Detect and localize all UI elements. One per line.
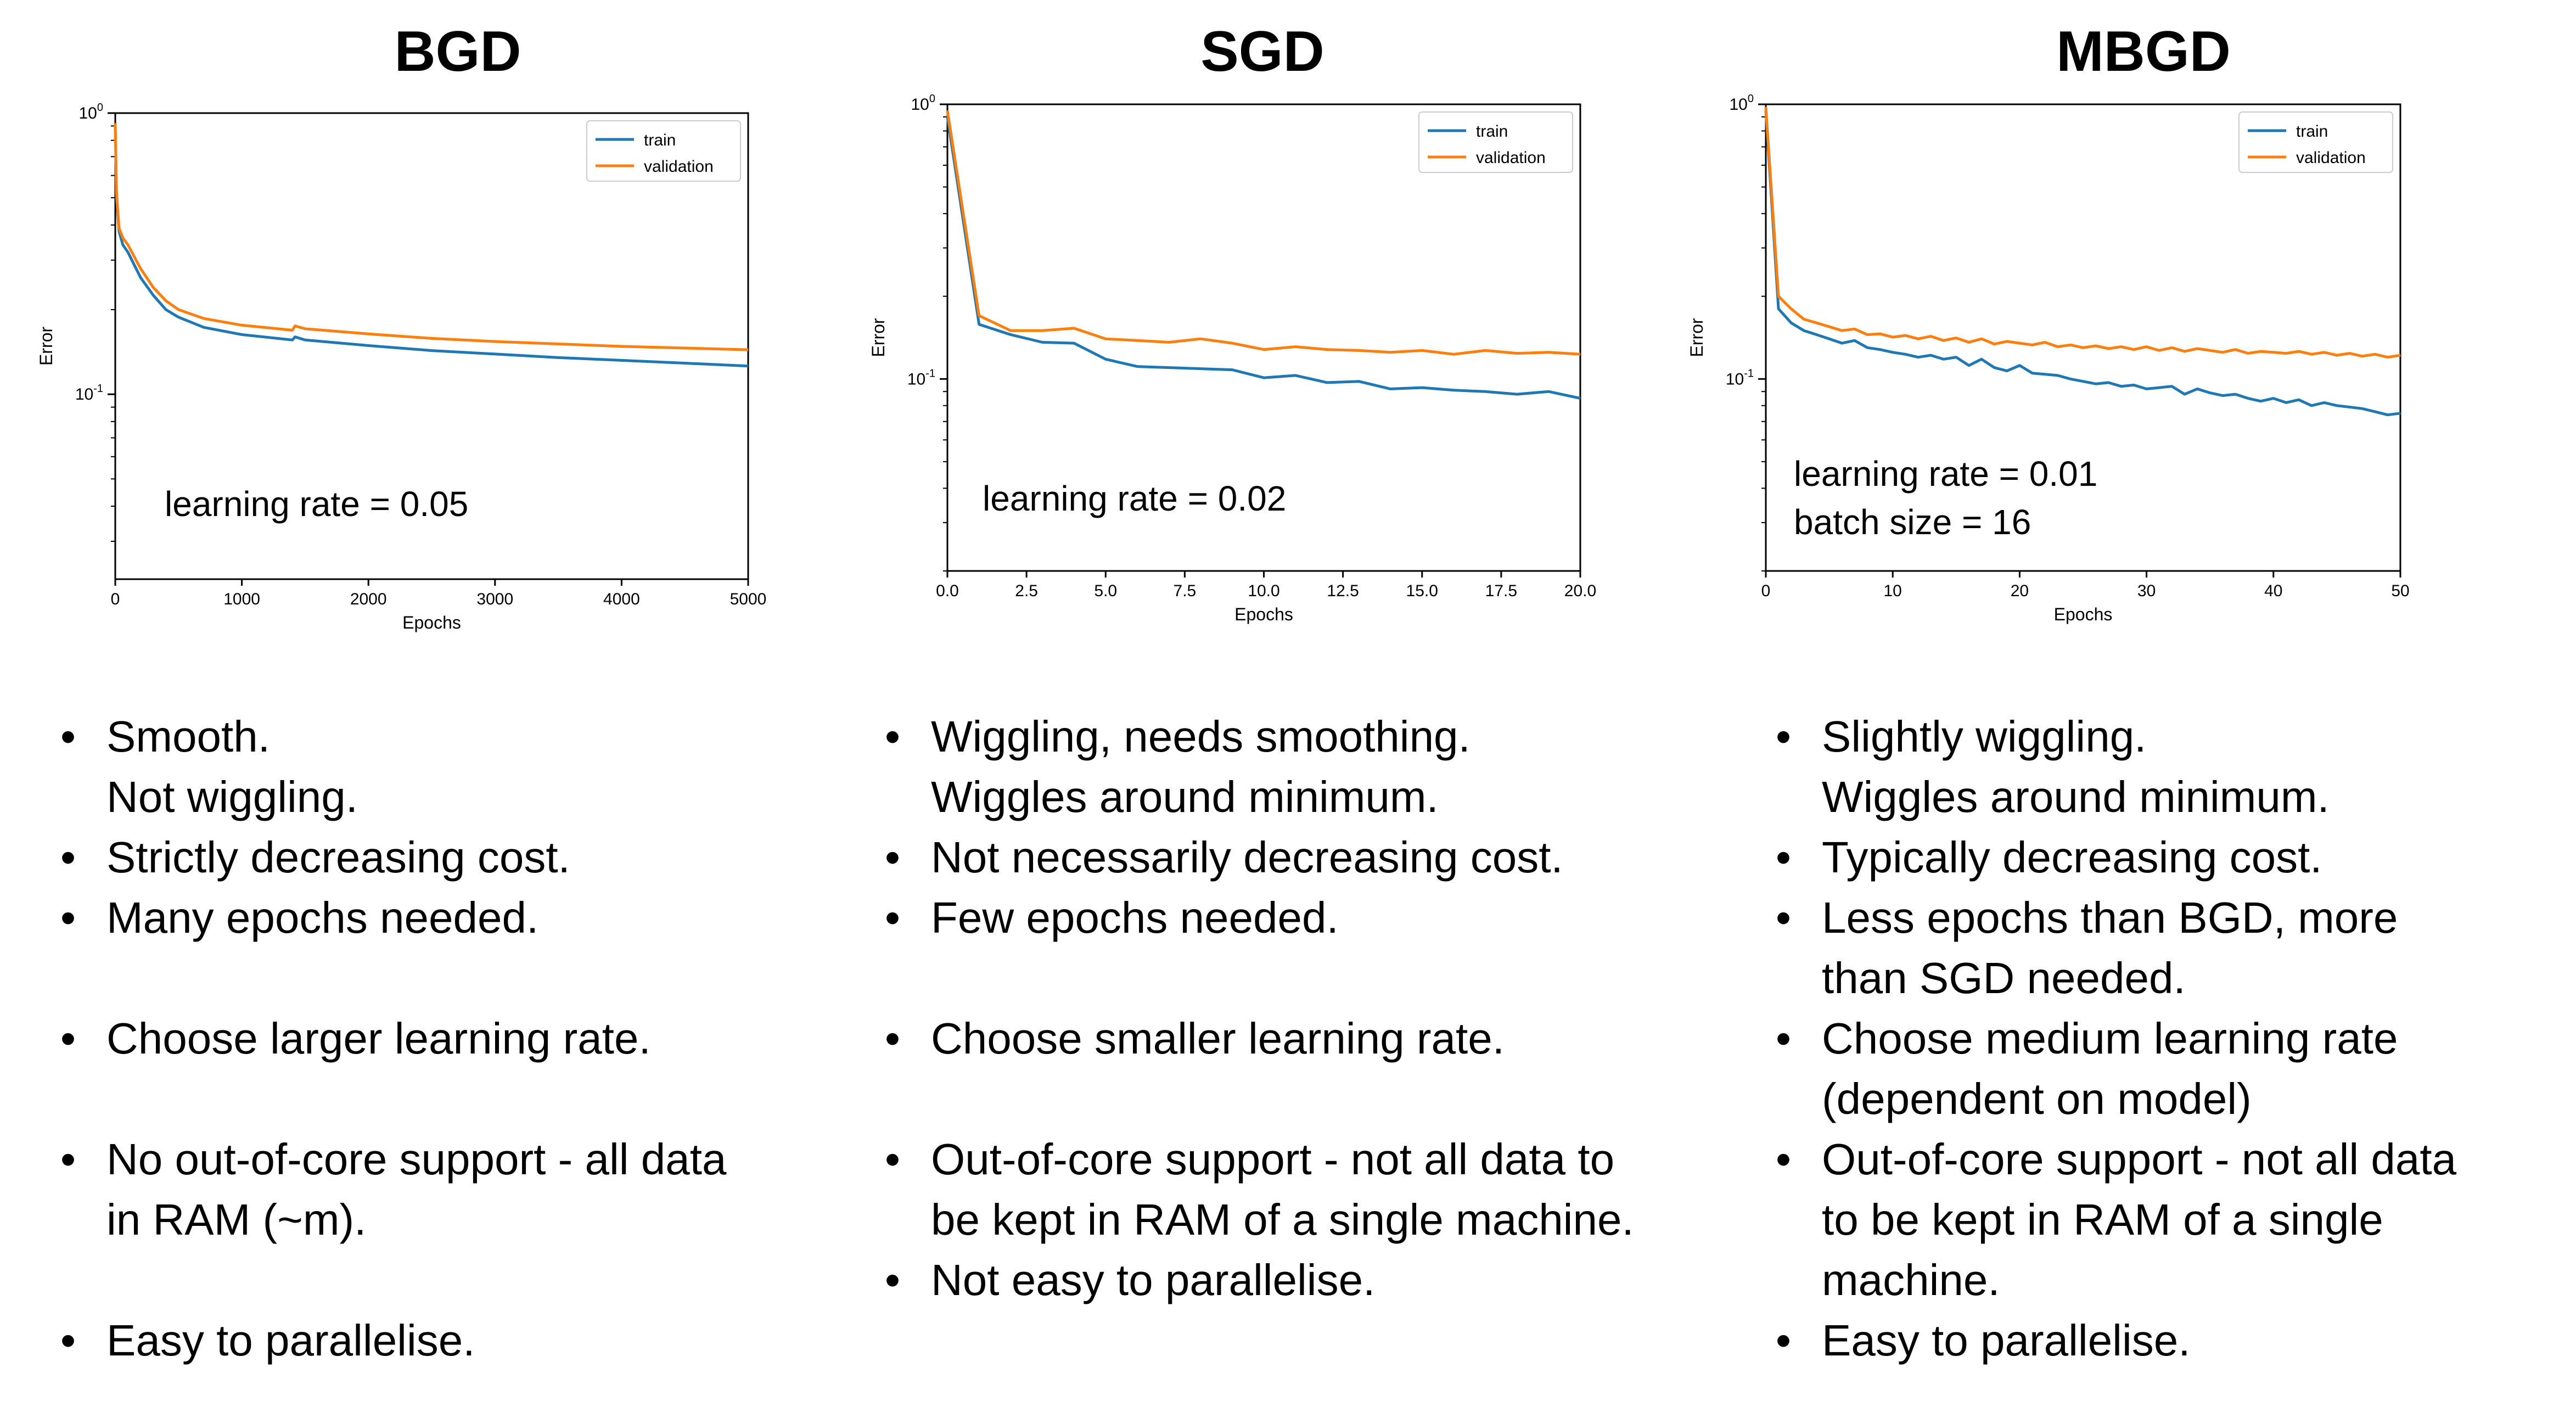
sgd-legend-label-validation: validation (1476, 149, 1546, 167)
mbgd-x-tick-label: 0 (1761, 582, 1771, 600)
mbgd-bullet-text: Slightly wiggling. Wiggles around minimu… (1822, 712, 2330, 821)
bgd-legend-label-validation: validation (644, 158, 714, 176)
mbgd-series-validation (1764, 107, 2401, 359)
bgd-bullet-item: Strictly decreasing cost. (60, 827, 856, 888)
sgd-y-tick-label: 100 (911, 93, 936, 114)
bgd-bullet-text: No out-of-core support - all data in RAM… (106, 1135, 727, 1244)
bgd-series-validation (114, 123, 749, 351)
bgd-legend-label-train: train (644, 131, 676, 149)
mbgd-error-chart: 0 10 20 30 40 50 100 10-1 Epochs Error train valida… (1687, 93, 2410, 624)
bgd-bullet-text: Many epochs needed. (106, 893, 539, 942)
bgd-x-tick-label: 1000 (223, 590, 260, 608)
bgd-bullet-item: Choose larger learning rate. (60, 1008, 856, 1069)
sgd-bullet-list: Wiggling, needs smoothing. Wiggles aroun… (885, 707, 1719, 1310)
bgd-bullet-list: Smooth. Not wiggling. Strictly decreasing… (60, 707, 856, 1371)
bgd-x-tick-label: 2000 (350, 590, 387, 608)
sgd-x-tick-label: 2.5 (1015, 582, 1038, 600)
mbgd-legend-label-train: train (2296, 122, 2328, 141)
mbgd-x-tick-label: 50 (2391, 582, 2409, 600)
mbgd-series-train (1764, 110, 2401, 417)
sgd-bullet-item: Wiggling, needs smoothing. Wiggles aroun… (885, 707, 1719, 827)
bgd-annotation-line: learning rate = 0.05 (165, 484, 468, 524)
mbgd-y-tick-label: 100 (1730, 93, 1754, 114)
mbgd-bullet-text: Less epochs than BGD, more than SGD need… (1822, 893, 2398, 1002)
bgd-y-axis-label: Error (36, 327, 56, 366)
mbgd-annotation-line: batch size = 16 (1794, 502, 2031, 542)
mbgd-bullet-item: Choose medium learning rate (dependent o… (1776, 1008, 2572, 1129)
sgd-y-axis-label: Error (868, 318, 888, 357)
column-title-sgd: SGD (1200, 20, 1325, 83)
bgd-bullet-text: Smooth. Not wiggling. (106, 712, 358, 821)
bgd-bullet-item: Easy to parallelise. (60, 1310, 856, 1371)
bgd-plot-frame (114, 112, 749, 580)
sgd-bullet-text: Wiggling, needs smoothing. Wiggles aroun… (931, 712, 1471, 821)
sgd-x-tick-label: 5.0 (1094, 582, 1117, 600)
mbgd-x-axis-label: Epochs (2054, 604, 2113, 624)
sgd-bullet-item: Choose smaller learning rate. (885, 1008, 1719, 1069)
sgd-annotation: learning rate = 0.02 (983, 479, 1286, 518)
sgd-bullet-item: Few epochs needed. (885, 888, 1719, 948)
bgd-y-tick-label: 10-1 (75, 383, 103, 404)
bgd-bullet-item: Many epochs needed. (60, 888, 856, 948)
bgd-annotation: learning rate = 0.05 (165, 484, 468, 524)
mbgd-bullet-text: Out-of-core support - not all data to be… (1822, 1135, 2457, 1304)
sgd-bullet-text: Not easy to parallelise. (931, 1256, 1376, 1304)
bgd-bullet-text: Strictly decreasing cost. (106, 833, 570, 882)
column-title-bgd: BGD (394, 20, 521, 83)
bgd-bullet-item: Smooth. Not wiggling. (60, 707, 856, 827)
mbgd-annotation: learning rate = 0.01 batch size = 16 (1794, 454, 2097, 542)
mbgd-bullet-item: Easy to parallelise. (1776, 1310, 2572, 1371)
sgd-x-tick-label: 20.0 (1564, 582, 1596, 600)
mbgd-x-tick-label: 30 (2137, 582, 2156, 600)
mbgd-plot-frame (1765, 103, 2401, 572)
sgd-x-axis-label: Epochs (1234, 604, 1293, 624)
bgd-bullet-text: Choose larger learning rate. (106, 1014, 651, 1063)
sgd-bullet-text: Out-of-core support - not all data to be… (931, 1135, 1634, 1244)
mbgd-bullet-item: Out-of-core support - not all data to be… (1776, 1129, 2572, 1310)
sgd-y-tick-label: 10-1 (907, 367, 935, 388)
mbgd-bullet-item: Slightly wiggling. Wiggles around minimu… (1776, 707, 2572, 827)
column-title-mbgd: MBGD (2056, 20, 2231, 83)
bgd-x-tick-label: 3000 (476, 590, 513, 608)
sgd-bullet-item: Out-of-core support - not all data to be… (885, 1129, 1719, 1250)
bgd-x-tick-label: 0 (111, 590, 120, 608)
bgd-bullet-text: Easy to parallelise. (106, 1316, 475, 1365)
sgd-error-chart: 0.0 2.5 5.0 7.5 10.0 12.5 15.0 17.5 20.0 100 10-1 E… (868, 93, 1596, 624)
bgd-y-tick-label: 100 (79, 102, 104, 122)
bgd-x-tick-label: 5000 (730, 590, 767, 608)
sgd-x-tick-label: 12.5 (1327, 582, 1359, 600)
sgd-legend-label-train: train (1476, 122, 1508, 141)
bgd-error-chart: 0 1000 2000 3000 4000 5000 100 10-1 Epochs Error t… (36, 102, 767, 632)
bgd-x-axis-label: Epochs (402, 613, 461, 632)
sgd-bullet-item: Not necessarily decreasing cost. (885, 827, 1719, 888)
mbgd-x-tick-label: 10 (1884, 582, 1902, 600)
bgd-bullet-item: No out-of-core support - all data in RAM… (60, 1129, 856, 1250)
mbgd-bullet-text: Easy to parallelise. (1822, 1316, 2191, 1365)
sgd-x-tick-label: 15.0 (1406, 582, 1438, 600)
mbgd-bullet-item: Less epochs than BGD, more than SGD need… (1776, 888, 2572, 1008)
sgd-series-validation (946, 110, 1581, 356)
sgd-x-tick-label: 17.5 (1485, 582, 1517, 600)
mbgd-y-tick-label: 10-1 (1726, 367, 1754, 388)
mbgd-annotation-line: learning rate = 0.01 (1794, 454, 2097, 494)
mbgd-legend-label-validation: validation (2296, 149, 2366, 167)
mbgd-bullet-list: Slightly wiggling. Wiggles around minimu… (1776, 707, 2572, 1371)
sgd-bullet-text: Choose smaller learning rate. (931, 1014, 1505, 1063)
sgd-bullet-text: Few epochs needed. (931, 893, 1339, 942)
mbgd-bullet-text: Typically decreasing cost. (1822, 833, 2322, 882)
bgd-series-train (114, 126, 749, 368)
bgd-x-tick-label: 4000 (603, 590, 640, 608)
mbgd-bullet-item: Typically decreasing cost. (1776, 827, 2572, 888)
sgd-bullet-text: Not necessarily decreasing cost. (931, 833, 1563, 882)
mbgd-bullet-text: Choose medium learning rate (dependent o… (1822, 1014, 2398, 1123)
sgd-x-tick-label: 10.0 (1248, 582, 1279, 600)
sgd-x-tick-label: 7.5 (1174, 582, 1197, 600)
sgd-bullet-item: Not easy to parallelise. (885, 1250, 1719, 1310)
sgd-series-train (946, 116, 1581, 400)
mbgd-x-tick-label: 40 (2264, 582, 2282, 600)
mbgd-y-axis-label: Error (1687, 318, 1707, 357)
sgd-x-tick-label: 0.0 (936, 582, 959, 600)
mbgd-x-tick-label: 20 (2011, 582, 2029, 600)
sgd-annotation-line: learning rate = 0.02 (983, 479, 1286, 518)
